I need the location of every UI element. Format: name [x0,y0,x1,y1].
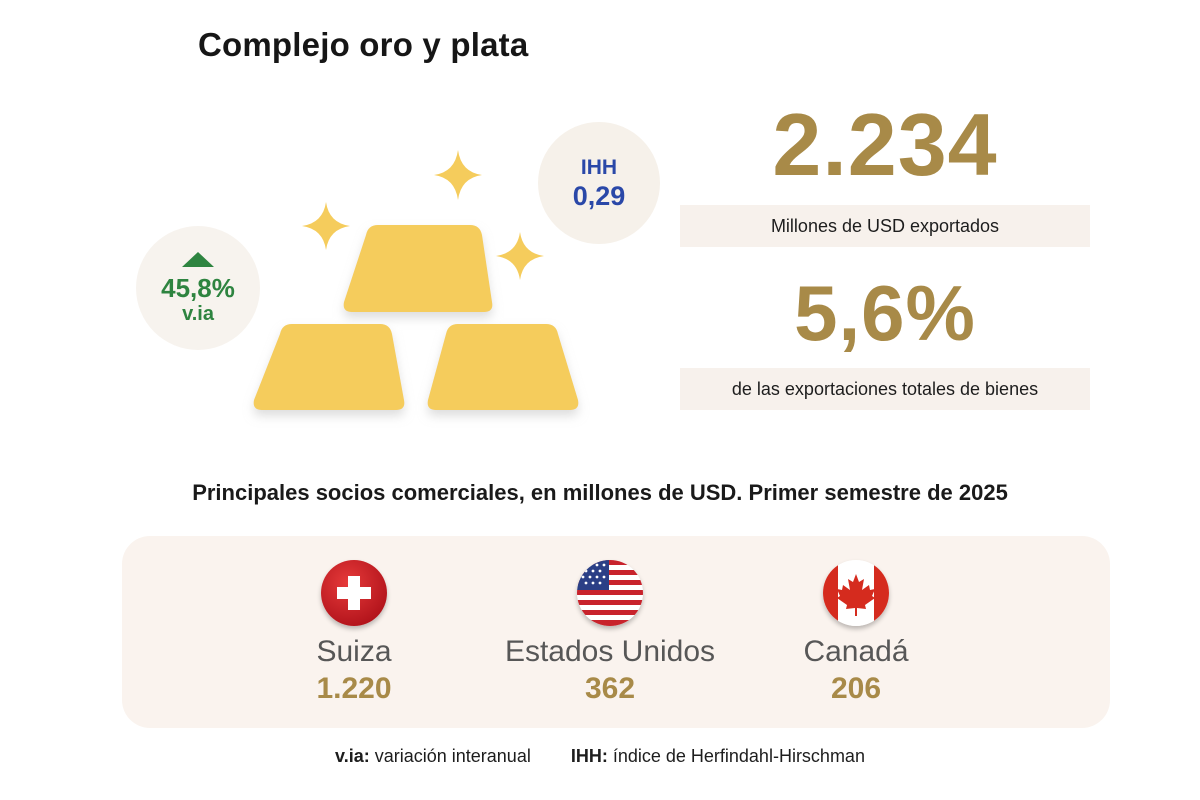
usa-flag-icon [577,560,643,626]
page-title: Complejo oro y plata [198,26,529,63]
exports-caption: Millones de USD exportados [680,205,1090,247]
gold-bar [343,225,493,312]
variation-badge: 45,8% v.ia [136,226,260,350]
switzerland-flag-icon [321,560,387,626]
footnote-term: IHH: [570,746,608,766]
footnote-term: v.ia: [335,746,370,766]
arrow-up-icon [182,251,214,267]
canada-flag-icon [823,560,889,626]
partner-name: Suiza [316,635,392,668]
ihh-value: 0,29 [572,181,626,211]
variation-label: v.ia [182,302,214,325]
partner-card-canada: Canadá 206 [756,560,956,708]
footnotes: v.ia: variación interanual IHH: índice d… [0,746,1200,767]
footnote-text: índice de Herfindahl-Hirschman [612,746,865,766]
share-caption: de las exportaciones totales de bienes [680,368,1090,410]
ihh-label: IHH [580,156,618,179]
sparkle-icon [496,232,544,280]
partner-card-suiza: Suiza 1.220 [254,560,454,708]
partner-value: 362 [584,672,636,705]
partner-name: Estados Unidos [504,635,716,668]
partner-name: Canadá [803,635,909,668]
footnote-via: v.ia: variación interanual [335,746,531,767]
footnote-text: variación interanual [374,746,531,766]
ihh-badge: IHH 0,29 [538,122,660,244]
partners-heading: Principales socios comerciales, en millo… [192,480,1008,505]
partner-value: 206 [830,672,882,705]
variation-value: 45,8% [161,272,235,303]
gold-bar [427,324,579,410]
sparkle-icon [434,150,482,200]
exports-value: 2.234 [772,95,998,194]
footnote-ihh: IHH: índice de Herfindahl-Hirschman [571,746,865,767]
partner-card-estados-unidos: Estados Unidos 362 [470,560,750,708]
sparkle-icon [302,202,350,250]
share-value: 5,6% [794,269,976,357]
partner-value: 1.220 [316,672,392,705]
gold-bars-icon [253,150,579,410]
gold-bar [253,324,405,410]
